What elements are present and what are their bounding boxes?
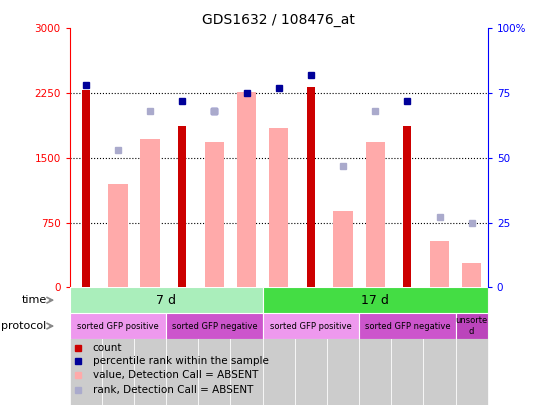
Bar	[307, 87, 315, 287]
Bar	[134, 287, 166, 405]
Title: GDS1632 / 108476_at: GDS1632 / 108476_at	[202, 13, 355, 27]
Bar	[404, 126, 412, 287]
Bar	[269, 128, 288, 287]
Bar	[263, 313, 359, 339]
Bar	[70, 287, 263, 313]
Text: sorted GFP positive: sorted GFP positive	[77, 322, 159, 330]
Text: 17 d: 17 d	[361, 294, 389, 307]
Bar	[456, 287, 488, 405]
Text: sorted GFP positive: sorted GFP positive	[270, 322, 352, 330]
Bar	[70, 287, 102, 405]
Text: value, Detection Call = ABSENT: value, Detection Call = ABSENT	[93, 370, 258, 380]
Text: rank, Detection Call = ABSENT: rank, Detection Call = ABSENT	[93, 385, 253, 395]
Bar	[140, 139, 160, 287]
Bar	[263, 287, 488, 313]
Text: protocol: protocol	[2, 321, 47, 331]
Bar	[198, 287, 230, 405]
Text: unsorte
d: unsorte d	[456, 316, 488, 336]
Text: percentile rank within the sample: percentile rank within the sample	[93, 356, 269, 366]
Bar	[333, 211, 353, 287]
Bar	[82, 90, 90, 287]
Bar	[178, 126, 187, 287]
Bar	[166, 287, 198, 405]
Bar	[456, 313, 488, 339]
Bar	[391, 287, 423, 405]
Bar	[359, 287, 391, 405]
Text: sorted GFP negative: sorted GFP negative	[172, 322, 257, 330]
Bar	[102, 287, 134, 405]
Bar	[359, 313, 456, 339]
Bar	[462, 263, 481, 287]
Bar	[230, 287, 263, 405]
Text: 7 d: 7 d	[156, 294, 176, 307]
Bar	[237, 92, 256, 287]
Bar	[166, 313, 263, 339]
Bar	[263, 287, 295, 405]
Bar	[430, 241, 449, 287]
Bar	[70, 313, 166, 339]
Text: count: count	[93, 343, 122, 353]
Bar	[423, 287, 456, 405]
Text: sorted GFP negative: sorted GFP negative	[364, 322, 450, 330]
Bar	[205, 142, 224, 287]
Text: time: time	[21, 295, 47, 305]
Bar	[295, 287, 327, 405]
Bar	[327, 287, 359, 405]
Bar	[366, 142, 385, 287]
Bar	[108, 184, 128, 287]
